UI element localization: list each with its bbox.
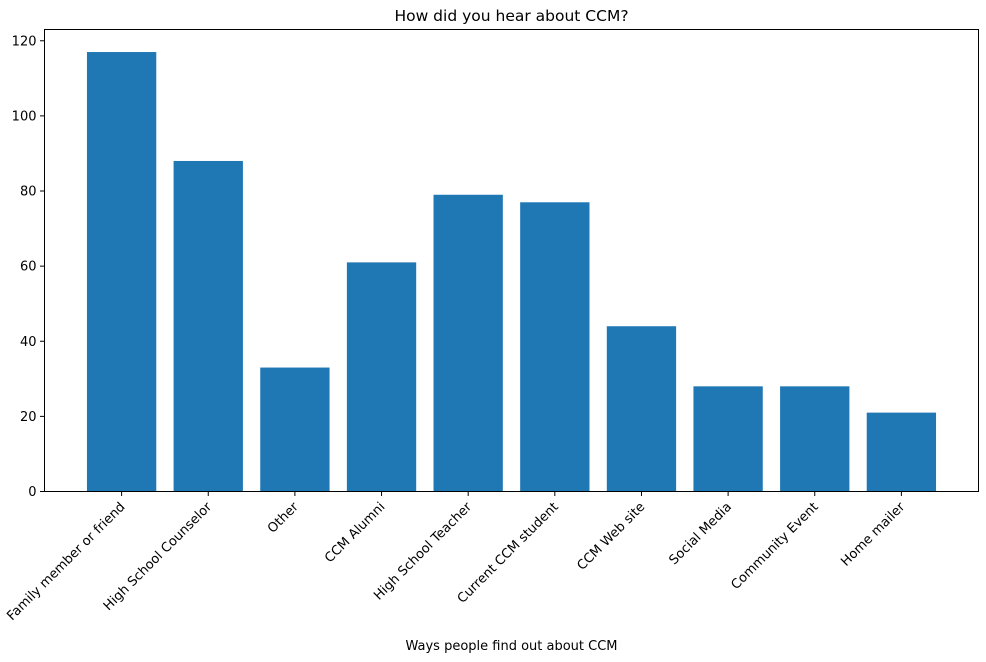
y-tick-label: 60 [20, 260, 37, 275]
x-tick-label: Social Media [667, 500, 735, 568]
bar-social-media [693, 386, 763, 492]
y-tick-label: 0 [28, 485, 36, 500]
x-tick-label: CCM Alumni [322, 500, 388, 566]
x-axis-label: Ways people find out about CCM [405, 639, 617, 654]
bar-family-member-or-friend [86, 52, 157, 492]
bar-high-school-counselor [173, 160, 243, 492]
x-tick-label: Community Event [729, 500, 822, 593]
y-tick-label: 80 [20, 185, 37, 200]
bar-ccm-web-site [606, 326, 677, 492]
y-tick-label: 100 [12, 109, 37, 124]
bars-group [86, 52, 937, 492]
x-tick-label: Home mailer [838, 499, 908, 569]
plot-frame [44, 29, 979, 492]
x-tick-label: Other [265, 499, 302, 536]
y-tick-label: 20 [20, 410, 37, 425]
x-tick-label: CCM Web site [574, 500, 648, 574]
bar-current-ccm-student [520, 202, 590, 492]
x-tick-label: Current CCM student [455, 500, 562, 607]
bar-home-mailer [866, 412, 937, 492]
y-tick-label: 120 [12, 34, 37, 49]
x-tick-label: High School Teacher [371, 499, 475, 603]
chart-title: How did you hear about CCM? [394, 7, 628, 25]
y-axis: 0 20 40 60 80 100 120 [12, 34, 45, 500]
y-tick-label: 40 [20, 335, 37, 350]
bar-ccm-alumni [346, 262, 417, 492]
bar-high-school-teacher [433, 194, 503, 492]
bar-community-event [780, 386, 850, 492]
bar-other [260, 367, 330, 492]
